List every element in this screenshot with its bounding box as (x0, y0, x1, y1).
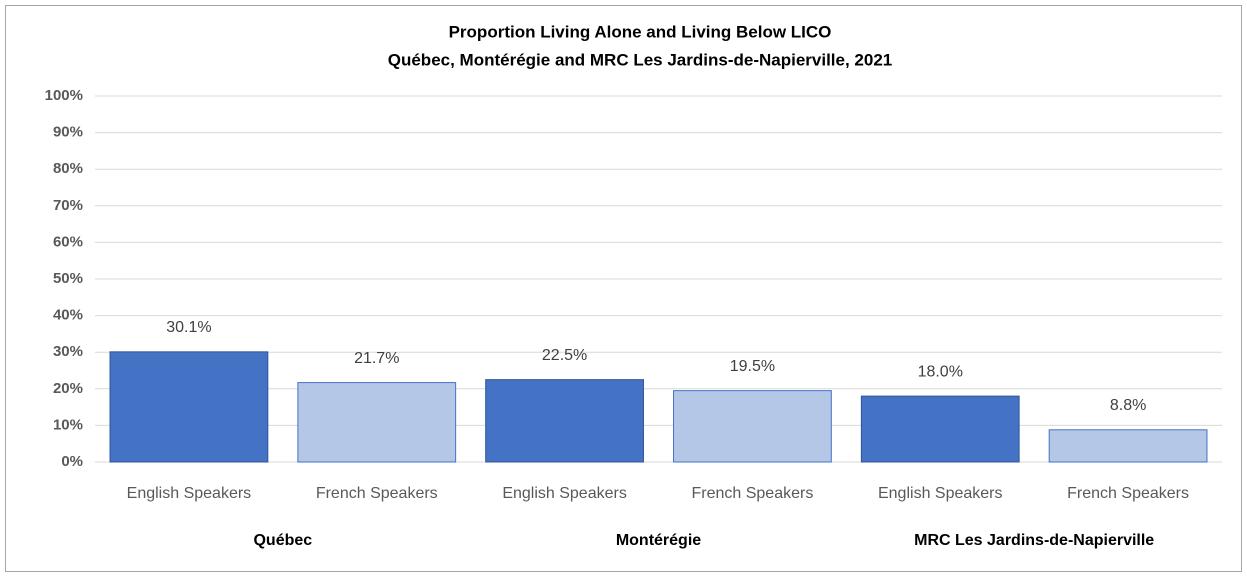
x-tick-label: French Speakers (691, 485, 813, 502)
x-tick-label: English Speakers (878, 485, 1003, 502)
chart-frame (5, 5, 1242, 572)
group-label: Montérégie (616, 532, 701, 549)
x-tick-label: French Speakers (316, 485, 438, 502)
x-tick-label: English Speakers (502, 485, 627, 502)
value-label: 19.5% (730, 358, 775, 375)
y-tick-label: 100% (45, 87, 83, 104)
bar (109, 351, 269, 463)
bar (673, 390, 832, 463)
y-tick-label: 60% (53, 233, 83, 250)
bar (297, 382, 457, 463)
value-label: 21.7% (354, 350, 399, 367)
chart-subtitle: Québec, Montérégie and MRC Les Jardins-d… (388, 50, 893, 69)
y-tick-label: 0% (61, 453, 83, 470)
y-tick-label: 30% (53, 343, 83, 360)
value-label: 8.8% (1110, 397, 1146, 414)
bar (860, 395, 1020, 463)
bar (485, 379, 644, 463)
bar (1048, 429, 1208, 463)
y-tick-label: 90% (53, 124, 83, 141)
y-tick-label: 70% (53, 197, 83, 214)
y-tick-label: 40% (53, 307, 83, 324)
y-tick-label: 10% (53, 416, 83, 433)
y-tick-label: 80% (53, 160, 83, 177)
value-label: 18.0% (918, 363, 963, 380)
x-tick-label: English Speakers (127, 485, 252, 502)
value-label: 22.5% (542, 347, 587, 364)
y-tick-label: 50% (53, 270, 83, 287)
chart-title: Proportion Living Alone and Living Below… (449, 22, 832, 41)
group-label: Québec (253, 532, 312, 549)
value-label: 30.1% (166, 319, 211, 336)
x-tick-label: French Speakers (1067, 485, 1189, 502)
group-label: MRC Les Jardins-de-Napierville (914, 532, 1154, 549)
y-tick-label: 20% (53, 380, 83, 397)
